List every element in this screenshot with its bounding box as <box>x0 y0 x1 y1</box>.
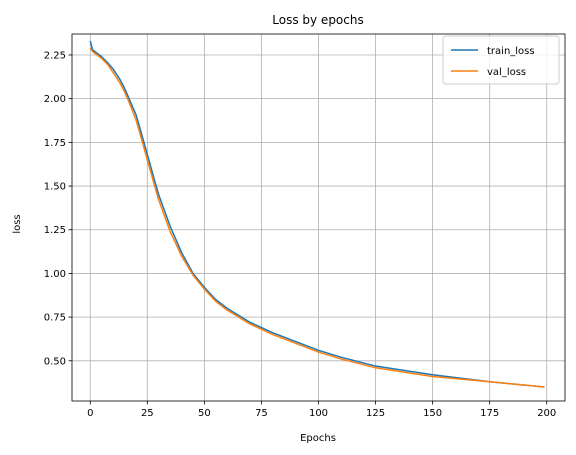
y-tick-label: 1.25 <box>44 225 66 236</box>
legend-box <box>442 35 560 85</box>
legend: train_loss val_loss <box>442 35 560 85</box>
x-tick-label: 75 <box>255 408 268 419</box>
x-tick-label: 25 <box>141 408 154 419</box>
x-axis-ticks: 0 25 50 75 100 125 150 175 200 <box>87 401 556 419</box>
x-tick-label: 200 <box>537 408 556 419</box>
y-tick-label: 0.50 <box>44 356 66 367</box>
x-tick-label: 100 <box>309 408 328 419</box>
y-tick-label: 2.25 <box>44 50 66 61</box>
x-tick-label: 125 <box>366 408 385 419</box>
series-lines <box>89 40 545 388</box>
grid <box>72 34 565 401</box>
y-tick-label: 1.75 <box>44 138 66 149</box>
x-tick-label: 175 <box>480 408 499 419</box>
x-tick-label: 0 <box>87 408 93 419</box>
y-tick-label: 2.00 <box>44 94 66 105</box>
series-line-train-loss <box>89 40 545 388</box>
x-axis-label: Epochs <box>300 433 336 444</box>
legend-label-val-loss: val_loss <box>487 67 526 78</box>
series-line-val-loss <box>89 47 545 388</box>
y-tick-label: 0.75 <box>44 313 66 324</box>
y-axis-ticks: 0.50 0.75 1.00 1.25 1.50 1.75 2.00 2.25 <box>44 50 72 367</box>
x-tick-label: 50 <box>198 408 211 419</box>
chart-title: Loss by epochs <box>272 13 363 27</box>
legend-label-train-loss: train_loss <box>487 46 535 57</box>
y-tick-label: 1.50 <box>44 182 66 193</box>
y-axis-label: loss <box>12 214 23 233</box>
x-tick-label: 150 <box>423 408 442 419</box>
y-tick-label: 1.00 <box>44 269 66 280</box>
